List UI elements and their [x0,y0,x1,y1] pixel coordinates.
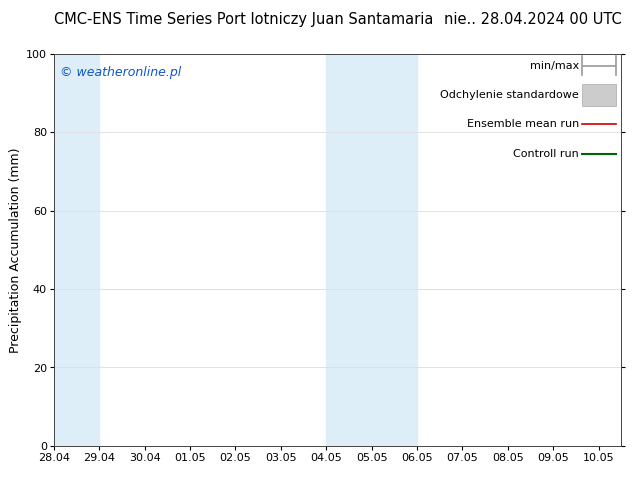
Y-axis label: Precipitation Accumulation (mm): Precipitation Accumulation (mm) [9,147,22,353]
Bar [54,54,100,446]
Text: nie.. 28.04.2024 00 UTC: nie.. 28.04.2024 00 UTC [444,12,621,27]
FancyBboxPatch shape [581,84,616,106]
Text: © weatheronline.pl: © weatheronline.pl [60,66,181,79]
Bar [327,54,417,446]
Text: Ensemble mean run: Ensemble mean run [467,120,579,129]
Text: CMC-ENS Time Series Port lotniczy Juan Santamaria: CMC-ENS Time Series Port lotniczy Juan S… [54,12,433,27]
Text: Odchylenie standardowe: Odchylenie standardowe [440,90,579,100]
Text: min/max: min/max [529,61,579,71]
Text: Controll run: Controll run [513,149,579,159]
